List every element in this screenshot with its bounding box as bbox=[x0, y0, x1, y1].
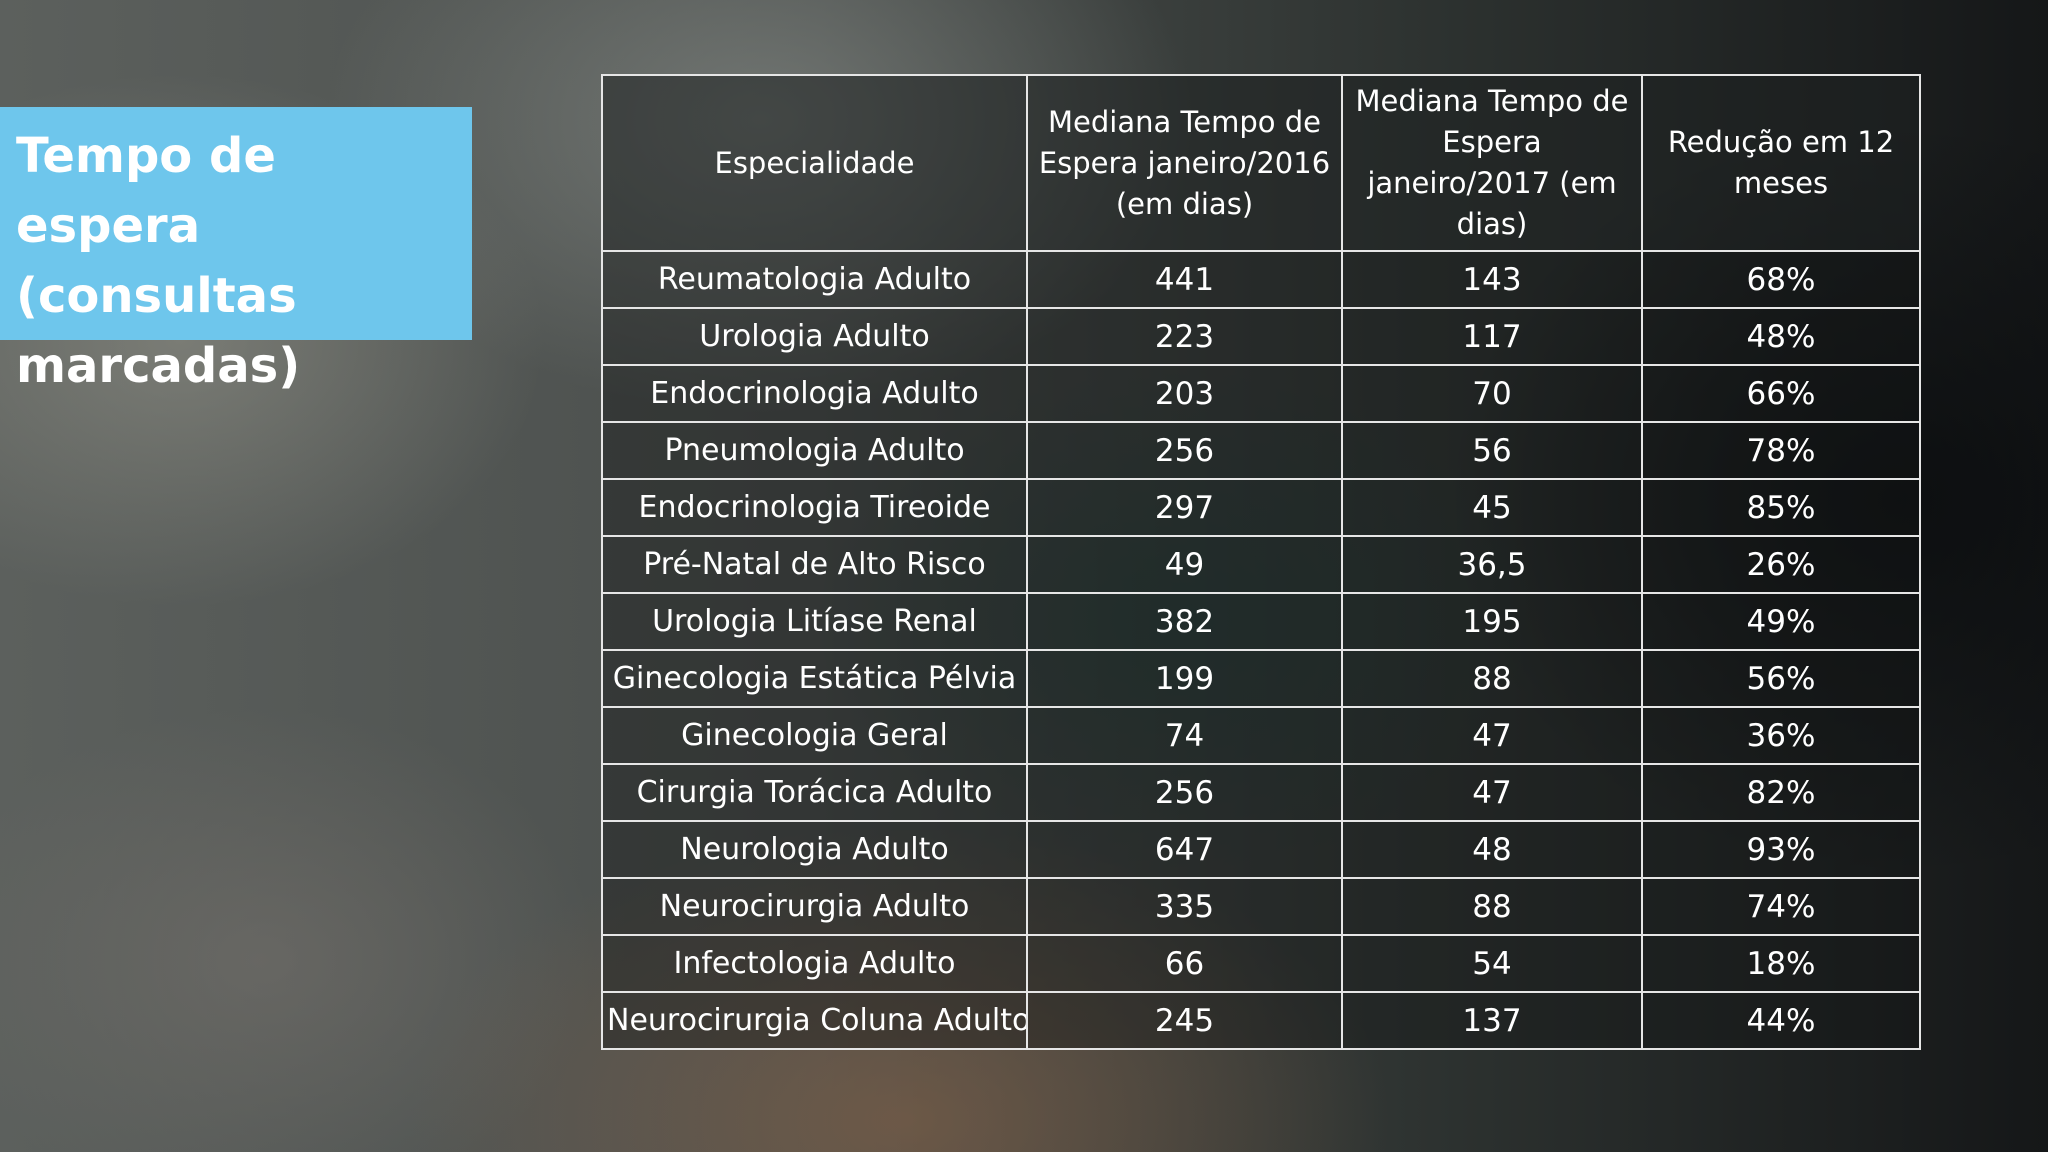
cell-mediana-2016: 199 bbox=[1026, 649, 1343, 708]
cell-mediana-2017: 56 bbox=[1341, 421, 1643, 480]
cell-mediana-2016: 49 bbox=[1026, 535, 1343, 594]
cell-mediana-2017: 88 bbox=[1341, 877, 1643, 936]
cell-mediana-2016: 335 bbox=[1026, 877, 1343, 936]
table-row: Endocrinologia Tireoide 297 45 85% bbox=[601, 478, 1921, 537]
cell-mediana-2017: 70 bbox=[1341, 364, 1643, 423]
cell-mediana-2016: 256 bbox=[1026, 421, 1343, 480]
cell-mediana-2017: 36,5 bbox=[1341, 535, 1643, 594]
table-row: Urologia Adulto 223 117 48% bbox=[601, 307, 1921, 366]
cell-especialidade: Neurocirurgia Adulto bbox=[601, 877, 1028, 936]
cell-reducao: 82% bbox=[1641, 763, 1921, 822]
cell-mediana-2017: 143 bbox=[1341, 250, 1643, 309]
cell-mediana-2017: 47 bbox=[1341, 706, 1643, 765]
slide-title: Tempo de espera (consultas marcadas) bbox=[16, 128, 301, 394]
table-row: Reumatologia Adulto 441 143 68% bbox=[601, 250, 1921, 309]
cell-mediana-2016: 647 bbox=[1026, 820, 1343, 879]
table-row: Neurocirurgia Adulto 335 88 74% bbox=[601, 877, 1921, 936]
cell-mediana-2016: 441 bbox=[1026, 250, 1343, 309]
table-row: Urologia Litíase Renal 382 195 49% bbox=[601, 592, 1921, 651]
cell-especialidade: Urologia Adulto bbox=[601, 307, 1028, 366]
cell-mediana-2017: 195 bbox=[1341, 592, 1643, 651]
cell-mediana-2017: 47 bbox=[1341, 763, 1643, 822]
cell-reducao: 85% bbox=[1641, 478, 1921, 537]
cell-especialidade: Urologia Litíase Renal bbox=[601, 592, 1028, 651]
cell-mediana-2017: 45 bbox=[1341, 478, 1643, 537]
cell-especialidade: Ginecologia Geral bbox=[601, 706, 1028, 765]
table-row: Ginecologia Geral 74 47 36% bbox=[601, 706, 1921, 765]
cell-mediana-2017: 117 bbox=[1341, 307, 1643, 366]
table-row: Neurocirurgia Coluna Adulto 245 137 44% bbox=[601, 991, 1921, 1050]
cell-reducao: 18% bbox=[1641, 934, 1921, 993]
title-box: Tempo de espera (consultas marcadas) bbox=[0, 107, 472, 394]
table-row: Endocrinologia Adulto 203 70 66% bbox=[601, 364, 1921, 423]
table-container: Especialidade Mediana Tempo de Espera ja… bbox=[601, 74, 1921, 1050]
cell-mediana-2016: 203 bbox=[1026, 364, 1343, 423]
cell-reducao: 56% bbox=[1641, 649, 1921, 708]
cell-reducao: 49% bbox=[1641, 592, 1921, 651]
cell-reducao: 26% bbox=[1641, 535, 1921, 594]
cell-reducao: 66% bbox=[1641, 364, 1921, 423]
cell-mediana-2017: 54 bbox=[1341, 934, 1643, 993]
cell-especialidade: Cirurgia Torácica Adulto bbox=[601, 763, 1028, 822]
cell-especialidade: Endocrinologia Tireoide bbox=[601, 478, 1028, 537]
table-row: Pneumologia Adulto 256 56 78% bbox=[601, 421, 1921, 480]
table-row: Cirurgia Torácica Adulto 256 47 82% bbox=[601, 763, 1921, 822]
cell-mediana-2016: 256 bbox=[1026, 763, 1343, 822]
table-row: Infectologia Adulto 66 54 18% bbox=[601, 934, 1921, 993]
cell-mediana-2017: 137 bbox=[1341, 991, 1643, 1050]
cell-mediana-2016: 74 bbox=[1026, 706, 1343, 765]
cell-reducao: 68% bbox=[1641, 250, 1921, 309]
header-especialidade: Especialidade bbox=[601, 74, 1028, 252]
header-mediana-2017: Mediana Tempo de Espera janeiro/2017 (em… bbox=[1341, 74, 1643, 252]
cell-especialidade: Ginecologia Estática Pélvia bbox=[601, 649, 1028, 708]
cell-mediana-2016: 245 bbox=[1026, 991, 1343, 1050]
cell-reducao: 48% bbox=[1641, 307, 1921, 366]
table-header-row: Especialidade Mediana Tempo de Espera ja… bbox=[601, 74, 1921, 252]
cell-especialidade: Reumatologia Adulto bbox=[601, 250, 1028, 309]
header-mediana-2016: Mediana Tempo de Espera janeiro/2016 (em… bbox=[1026, 74, 1343, 252]
cell-mediana-2016: 297 bbox=[1026, 478, 1343, 537]
cell-mediana-2016: 66 bbox=[1026, 934, 1343, 993]
cell-especialidade: Neurocirurgia Coluna Adulto bbox=[601, 991, 1028, 1050]
header-reducao: Redução em 12 meses bbox=[1641, 74, 1921, 252]
cell-reducao: 78% bbox=[1641, 421, 1921, 480]
table-row: Neurologia Adulto 647 48 93% bbox=[601, 820, 1921, 879]
table-row: Pré-Natal de Alto Risco 49 36,5 26% bbox=[601, 535, 1921, 594]
cell-especialidade: Pré-Natal de Alto Risco bbox=[601, 535, 1028, 594]
wait-time-table: Especialidade Mediana Tempo de Espera ja… bbox=[601, 74, 1921, 1050]
cell-especialidade: Neurologia Adulto bbox=[601, 820, 1028, 879]
cell-mediana-2016: 223 bbox=[1026, 307, 1343, 366]
cell-mediana-2017: 88 bbox=[1341, 649, 1643, 708]
cell-especialidade: Pneumologia Adulto bbox=[601, 421, 1028, 480]
cell-reducao: 44% bbox=[1641, 991, 1921, 1050]
cell-mediana-2017: 48 bbox=[1341, 820, 1643, 879]
cell-reducao: 74% bbox=[1641, 877, 1921, 936]
cell-especialidade: Endocrinologia Adulto bbox=[601, 364, 1028, 423]
cell-reducao: 93% bbox=[1641, 820, 1921, 879]
cell-mediana-2016: 382 bbox=[1026, 592, 1343, 651]
cell-reducao: 36% bbox=[1641, 706, 1921, 765]
cell-especialidade: Infectologia Adulto bbox=[601, 934, 1028, 993]
table-row: Ginecologia Estática Pélvia 199 88 56% bbox=[601, 649, 1921, 708]
